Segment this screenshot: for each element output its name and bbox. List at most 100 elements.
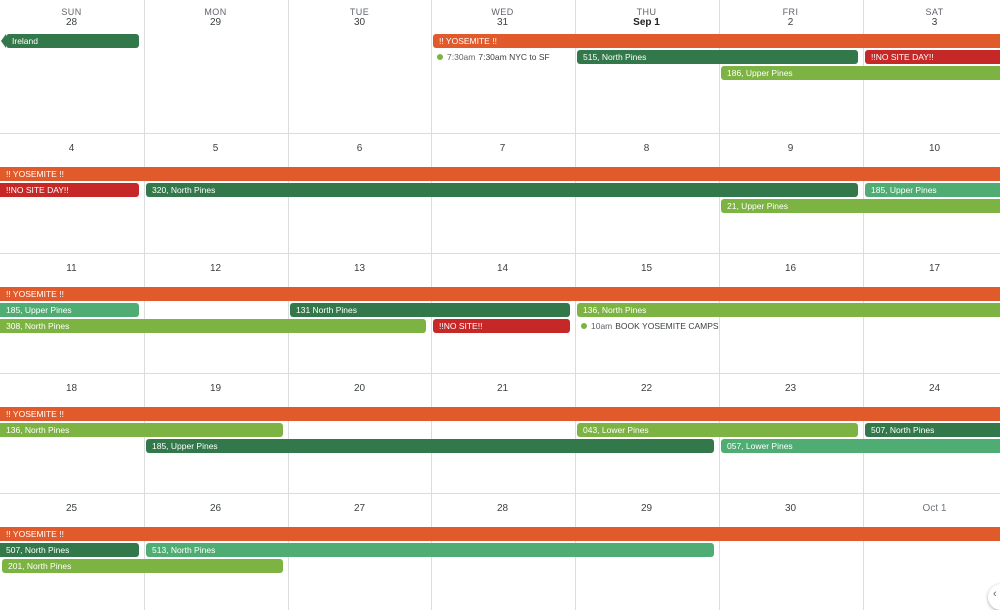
event-title: !! YOSEMITE !! (439, 36, 497, 46)
event-title: 043, Lower Pines (583, 425, 649, 435)
day-number[interactable]: 9 (787, 143, 794, 154)
day-number[interactable]: 15 (640, 263, 653, 274)
calendar-event[interactable]: Ireland (1, 34, 139, 48)
calendar-event[interactable]: !! YOSEMITE !! (433, 34, 1000, 48)
event-title: 308, North Pines (6, 321, 70, 331)
weekday-header-tue: TUE (349, 7, 370, 17)
calendar-event[interactable]: 136, North Pines (577, 303, 1000, 317)
calendar-event[interactable]: 131 North Pines (290, 303, 570, 317)
event-title: !! YOSEMITE !! (6, 409, 64, 419)
day-number[interactable]: Sep 1 (633, 17, 660, 28)
event-title: 201, North Pines (8, 561, 72, 571)
calendar-event[interactable]: !! YOSEMITE !! (0, 527, 1000, 541)
grid-row-divider (0, 493, 1000, 494)
calendar-event[interactable]: 320, North Pines (146, 183, 858, 197)
calendar-event[interactable]: 21, Upper Pines (721, 199, 1000, 213)
day-number[interactable]: 6 (356, 143, 363, 154)
grid-column-divider (144, 0, 145, 610)
day-number[interactable]: 27 (353, 503, 366, 514)
event-title: 185, Upper Pines (871, 185, 937, 195)
day-number[interactable]: 20 (353, 383, 366, 394)
day-number[interactable]: 3 (931, 17, 938, 28)
event-title: 185, Upper Pines (6, 305, 72, 315)
day-number[interactable]: 31 (496, 17, 509, 28)
continues-from-previous-icon (1, 34, 6, 48)
calendar-event[interactable]: 513, North Pines (146, 543, 714, 557)
event-title: Ireland (12, 36, 38, 46)
calendar-event[interactable]: 185, Upper Pines (0, 303, 139, 317)
calendar-event[interactable]: !! YOSEMITE !! (0, 287, 1000, 301)
weekday-header-wed: WED (491, 7, 514, 17)
event-title: !!NO SITE!! (439, 321, 483, 331)
day-number[interactable]: 22 (640, 383, 653, 394)
event-title: 320, North Pines (152, 185, 216, 195)
event-title: 185, Upper Pines (152, 441, 218, 451)
event-title: BOOK YOSEMITE CAMPS (615, 321, 719, 331)
event-time: 7:30am (447, 52, 476, 62)
event-dot-icon (437, 54, 443, 60)
day-number[interactable]: 10 (928, 143, 941, 154)
day-number[interactable]: 11 (66, 263, 77, 274)
day-number[interactable]: 7 (499, 143, 506, 154)
day-number[interactable]: 25 (65, 503, 78, 514)
weekday-header-sat: SAT (925, 7, 944, 17)
day-number[interactable]: 2 (787, 17, 794, 28)
day-number[interactable]: 29 (209, 17, 222, 28)
event-title: 057, Lower Pines (727, 441, 793, 451)
calendar-event[interactable]: 507, North Pines (0, 543, 139, 557)
day-number[interactable]: 28 (496, 503, 509, 514)
day-number[interactable]: Oct 1 (922, 503, 947, 514)
event-title: !!NO SITE DAY!! (871, 52, 934, 62)
event-title: !!NO SITE DAY!! (6, 185, 69, 195)
calendar-event[interactable]: 057, Lower Pines (721, 439, 1000, 453)
calendar-event[interactable]: 043, Lower Pines (577, 423, 858, 437)
event-dot-icon (581, 323, 587, 329)
day-number[interactable]: 4 (68, 143, 75, 154)
chevron-left-icon: ‹ (993, 588, 997, 600)
calendar-event[interactable]: 201, North Pines (2, 559, 283, 573)
timed-event[interactable]: 10am BOOK YOSEMITE CAMPS (581, 319, 719, 333)
calendar-event[interactable]: !!NO SITE DAY!! (865, 50, 1000, 64)
event-title: 515, North Pines (583, 52, 647, 62)
day-number[interactable]: 30 (353, 17, 366, 28)
event-title: 186, Upper Pines (727, 68, 793, 78)
day-number[interactable]: 16 (784, 263, 797, 274)
grid-row-divider (0, 373, 1000, 374)
day-number[interactable]: 21 (496, 383, 509, 394)
calendar-event[interactable]: 185, Upper Pines (146, 439, 714, 453)
calendar-event[interactable]: 185, Upper Pines (865, 183, 1000, 197)
calendar-event[interactable]: !! YOSEMITE !! (0, 167, 1000, 181)
calendar-event[interactable]: !! YOSEMITE !! (0, 407, 1000, 421)
day-number[interactable]: 28 (65, 17, 78, 28)
day-number[interactable]: 14 (496, 263, 509, 274)
day-number[interactable]: 12 (209, 263, 222, 274)
timed-event[interactable]: 7:30am 7:30am NYC to SF (437, 50, 550, 64)
day-number[interactable]: 23 (784, 383, 797, 394)
day-number[interactable]: 29 (640, 503, 653, 514)
day-number[interactable]: 19 (209, 383, 222, 394)
day-number[interactable]: 8 (643, 143, 650, 154)
day-number[interactable]: 5 (212, 143, 219, 154)
event-title: !! YOSEMITE !! (6, 529, 64, 539)
day-number[interactable]: 18 (65, 383, 78, 394)
calendar-event[interactable]: 515, North Pines (577, 50, 858, 64)
weekday-header-thu: THU (636, 7, 657, 17)
calendar-event[interactable]: 308, North Pines (0, 319, 426, 333)
calendar-event[interactable]: 507, North Pines (865, 423, 1000, 437)
day-number[interactable]: 24 (928, 383, 941, 394)
calendar-event[interactable]: 186, Upper Pines (721, 66, 1000, 80)
day-number[interactable]: 13 (353, 263, 366, 274)
event-title: 507, North Pines (871, 425, 935, 435)
side-panel-toggle-button[interactable]: ‹ (988, 584, 1000, 610)
day-number[interactable]: 26 (209, 503, 222, 514)
event-title: !! YOSEMITE !! (6, 169, 64, 179)
event-title: !! YOSEMITE !! (6, 289, 64, 299)
day-number[interactable]: 17 (928, 263, 941, 274)
event-title: 136, North Pines (6, 425, 70, 435)
calendar-event[interactable]: !!NO SITE DAY!! (0, 183, 139, 197)
day-number[interactable]: 30 (784, 503, 797, 514)
calendar-event[interactable]: 136, North Pines (0, 423, 283, 437)
event-title: 136, North Pines (583, 305, 647, 315)
calendar-event[interactable]: !!NO SITE!! (433, 319, 570, 333)
